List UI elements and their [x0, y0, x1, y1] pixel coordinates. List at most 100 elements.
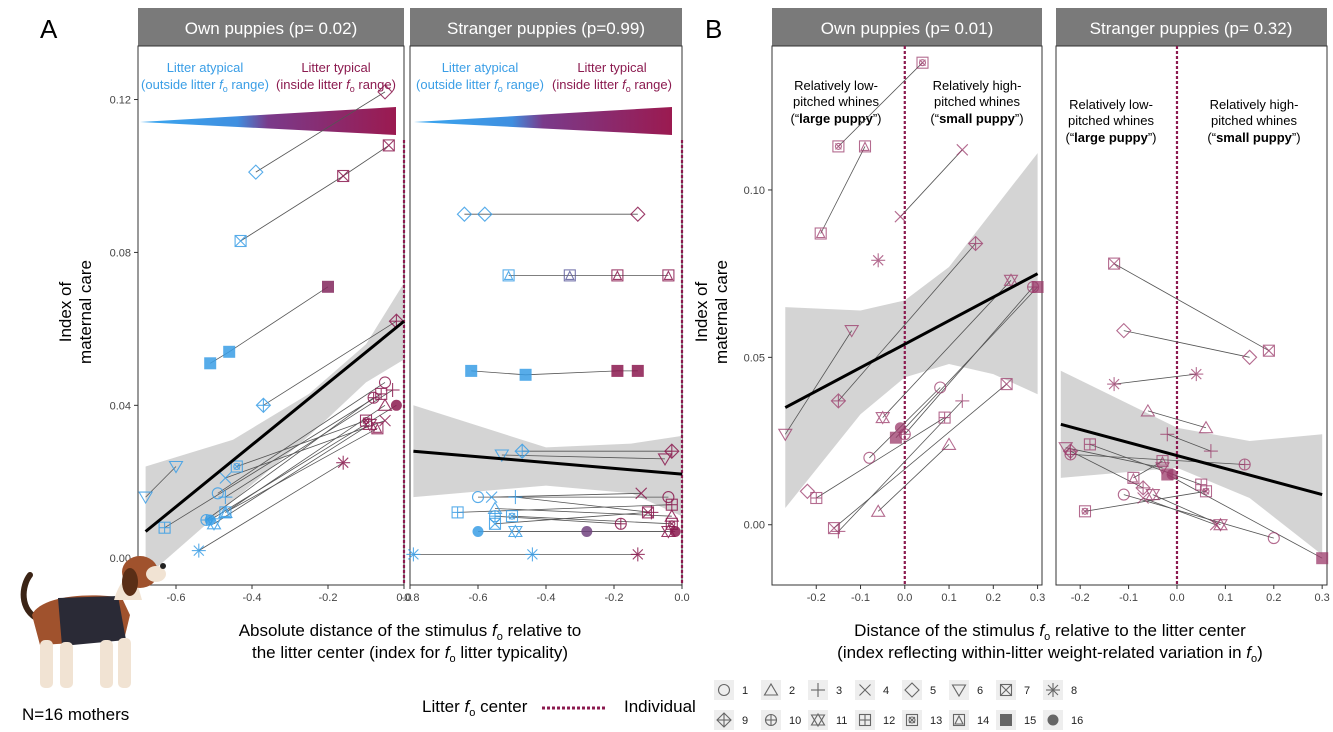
individual-10-line [1070, 454, 1245, 465]
low-pitch-label-line3: (“large puppy”) [790, 111, 881, 126]
individual-4-line [1142, 497, 1216, 526]
individual-2-line [1147, 410, 1207, 429]
legend-symbol-11 [810, 712, 826, 728]
typical-label-line1: Litter typical [301, 60, 370, 75]
legend-symbol-16 [1047, 714, 1059, 726]
individual-8-line [1114, 373, 1197, 385]
legend-swatch-bg [949, 710, 969, 730]
legend-symbol-1 [717, 683, 731, 697]
ci-band [413, 405, 682, 517]
individual-13-line [838, 62, 923, 147]
individual-3-point-1 [508, 490, 523, 505]
x-tick-label: -0.1 [851, 592, 870, 604]
y-tick-label: 0.04 [110, 400, 131, 412]
panel-a-own-title: Own puppies (p= 0.02) [185, 19, 357, 38]
x-tick-label: 0.3 [1315, 592, 1330, 604]
individual-12-point-2 [938, 411, 951, 424]
individual-15-line [895, 286, 1038, 438]
individual-3-point-1 [831, 524, 846, 539]
individual-5-point-1 [248, 164, 264, 180]
dog-leg-3 [100, 640, 113, 688]
individual-3-point-2 [644, 505, 659, 520]
individual-9-point-1 [514, 443, 530, 459]
individual-5-line [255, 91, 386, 173]
individual-15-point-2 [223, 345, 236, 358]
individual-5-point-2 [1241, 349, 1258, 366]
individual-8-point-1 [871, 253, 886, 268]
beagle-illustration [20, 556, 166, 688]
individual-11-point-1 [1145, 487, 1161, 502]
regression-line [144, 320, 405, 533]
panel-b-own: Own puppies (p= 0.01) Relatively low- pi… [744, 8, 1045, 604]
individual-7-line [494, 512, 649, 525]
individual-12-point-1 [158, 521, 171, 534]
panel-b-letter: B [705, 14, 722, 44]
individual-7-point-1 [234, 234, 247, 248]
n-mothers-label: N=16 mothers [22, 705, 129, 724]
legend-symbol-14 [952, 713, 966, 727]
individual-8-point-3 [630, 547, 645, 562]
individual-12-point-1 [451, 506, 464, 519]
individual-2-point-1 [1140, 403, 1156, 417]
individual-5-point-1 [799, 483, 816, 500]
dog-muzzle [146, 566, 166, 582]
individual-9-line [263, 320, 397, 406]
legend-symbol-label: 8 [1071, 685, 1077, 697]
legend-symbol-13 [905, 713, 919, 727]
individual-8-point-1 [191, 543, 206, 558]
individual-16-line [209, 404, 397, 521]
individual-6-point-1 [494, 449, 510, 463]
individual-14-point-2 [1156, 455, 1169, 468]
x-tick-label: -0.4 [537, 592, 556, 604]
individual-4-point-1 [219, 472, 232, 484]
individual-1-point-1 [1117, 488, 1130, 501]
individual-7-line [240, 145, 390, 242]
typical-label-line2: (inside litter fo range) [276, 77, 396, 94]
individual-7-point-1 [827, 522, 841, 535]
individual-11-point-2 [1213, 517, 1228, 532]
individual-13-line [1084, 490, 1207, 512]
individual-15-point-4 [631, 364, 644, 377]
atypical-label-line2-b: (outside litter fo range) [416, 77, 544, 94]
individual-1-point-1 [863, 451, 876, 464]
individual-10-point-1 [488, 510, 502, 523]
panel-a-own: Own puppies (p= 0.02) Litter atypical (o… [110, 8, 412, 604]
panel-a-ylabel-line2: maternal care [76, 260, 95, 364]
individual-4-point-1 [485, 491, 498, 503]
individual-14-point-1 [1127, 471, 1140, 484]
individual-3-point-2 [955, 393, 970, 408]
x-tick-label: -0.8 [401, 592, 420, 604]
y-tick-label: 0.00 [110, 553, 131, 565]
ci-band [1060, 370, 1323, 555]
individual-11-point-2 [1003, 273, 1019, 288]
x-tick-label: -0.2 [807, 592, 826, 604]
individual-14-line [820, 146, 866, 234]
individual-7-point-1 [1108, 257, 1121, 270]
individual-1-point-2 [1267, 532, 1280, 545]
individual-9-line [838, 243, 976, 402]
individual-11-line [213, 424, 371, 525]
individual-13-line [511, 515, 672, 525]
individual-5-point-1 [1116, 322, 1132, 339]
individual-1-line [1123, 494, 1274, 539]
individual-14-point-2 [563, 269, 576, 282]
individual-8-point-2 [525, 547, 540, 562]
dog-leg-4 [118, 638, 131, 688]
individual-14-line [1133, 460, 1163, 479]
individual-13-point-1 [505, 510, 519, 523]
legend-symbol-label: 4 [883, 685, 889, 697]
individual-13-point-2 [359, 414, 373, 427]
legend-symbol-10 [764, 713, 778, 727]
individual-16-point-3 [669, 526, 681, 537]
individual-15-point-2 [1031, 281, 1044, 293]
individual-12-point-2 [665, 498, 678, 511]
individual-3-point-2 [1203, 444, 1218, 459]
legend-symbol-4 [859, 684, 871, 696]
x-tick-label: 0.0 [1169, 592, 1184, 604]
x-tick-label: -0.1 [1119, 592, 1138, 604]
panel-b-stranger-title: Stranger puppies (p= 0.32) [1090, 19, 1293, 38]
individual-13-point-1 [230, 460, 243, 473]
low-pitch-label-line2: pitched whines [793, 94, 879, 109]
individual-10-point-2 [614, 517, 627, 530]
atypical-label-line2: (outside litter fo range) [141, 77, 269, 94]
